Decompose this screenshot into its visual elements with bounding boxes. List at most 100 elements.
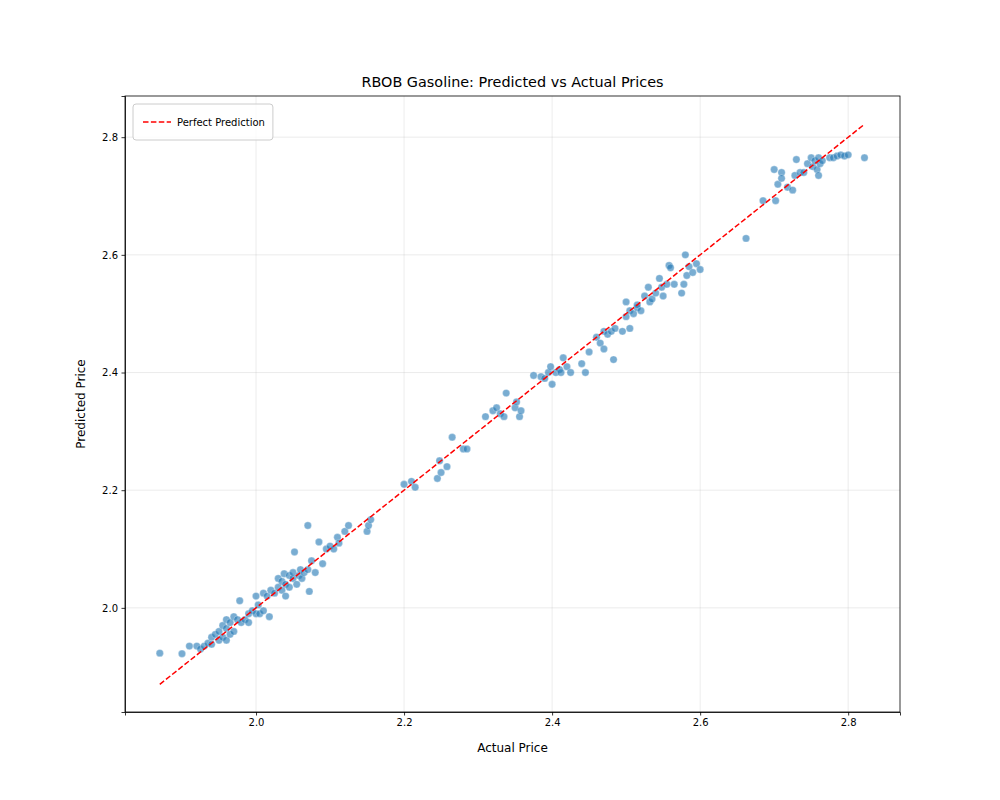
x-axis: 2.0 2.2 2.4 2.6 2.8 — [126, 712, 901, 728]
tick: 2.2 — [102, 485, 125, 496]
point — [560, 354, 567, 361]
tick-mark — [122, 373, 126, 374]
point — [680, 281, 687, 288]
tick-mark — [552, 712, 553, 716]
point — [689, 269, 696, 276]
tick-mark — [122, 255, 126, 256]
tick: 2.2 — [397, 712, 413, 728]
grid-line — [125, 607, 900, 608]
point — [645, 284, 652, 291]
point — [637, 307, 644, 314]
tick-label: 2.8 — [841, 717, 857, 728]
tick: 2.0 — [249, 712, 265, 728]
point — [282, 592, 289, 599]
tick-mark — [848, 712, 849, 716]
grid-line — [552, 96, 553, 712]
point — [345, 522, 352, 529]
point — [503, 389, 510, 396]
point — [759, 197, 766, 204]
axis-line — [122, 97, 126, 713]
tick-label: 2.2 — [102, 485, 118, 496]
point — [656, 275, 663, 282]
point — [772, 197, 779, 204]
point — [667, 264, 674, 271]
tick: 2.6 — [693, 712, 709, 728]
point — [742, 235, 749, 242]
legend: Perfect Prediction — [133, 104, 273, 140]
point — [230, 628, 237, 635]
point — [619, 328, 626, 335]
grid-line — [700, 96, 701, 712]
tick-mark — [122, 490, 126, 491]
point — [600, 345, 607, 352]
point — [671, 281, 678, 288]
point — [156, 649, 163, 656]
tick-label: 2.4 — [545, 717, 561, 728]
tick: 2.4 — [102, 367, 125, 378]
tick-label: 2.0 — [249, 717, 265, 728]
tick-mark — [122, 608, 126, 609]
point — [411, 484, 418, 491]
tick: 2.8 — [841, 712, 857, 728]
point — [678, 289, 685, 296]
point — [611, 325, 618, 332]
point — [315, 538, 322, 545]
point — [548, 381, 555, 388]
point — [844, 151, 851, 158]
point — [286, 584, 293, 591]
tick-mark — [256, 712, 257, 716]
scatter-series — [156, 151, 868, 657]
point — [778, 175, 785, 182]
point — [400, 481, 407, 488]
line — [160, 124, 865, 684]
point — [482, 413, 489, 420]
axis-line — [126, 713, 901, 716]
point — [448, 434, 455, 441]
point — [789, 186, 796, 193]
point — [530, 372, 537, 379]
grid-line — [848, 96, 849, 712]
point — [178, 650, 185, 657]
point — [443, 463, 450, 470]
point — [293, 581, 300, 588]
grid-line — [404, 96, 405, 712]
legend-swatch — [143, 121, 171, 123]
point — [463, 445, 470, 452]
tick-label: 2.2 — [397, 717, 413, 728]
tick-label: 2.6 — [102, 250, 118, 261]
point — [770, 166, 777, 173]
point — [291, 548, 298, 555]
point — [306, 588, 313, 595]
y-axis: 2.0 2.2 2.4 2.6 2.8 — [102, 97, 125, 713]
point — [500, 413, 507, 420]
point — [696, 266, 703, 273]
legend-label: Perfect Prediction — [177, 117, 265, 128]
point — [626, 325, 633, 332]
point — [304, 522, 311, 529]
point — [659, 292, 666, 299]
point — [517, 407, 524, 414]
point — [557, 369, 564, 376]
point — [319, 560, 326, 567]
tick: 2.4 — [545, 712, 561, 728]
grid-line — [125, 490, 900, 491]
point — [622, 298, 629, 305]
point — [567, 369, 574, 376]
grid-line — [256, 96, 257, 712]
tick: 2.8 — [102, 132, 125, 143]
tick: 2.0 — [102, 603, 125, 614]
tick-label: 2.6 — [693, 717, 709, 728]
point — [312, 569, 319, 576]
tick-mark — [404, 712, 405, 716]
point — [186, 642, 193, 649]
tick: 2.6 — [102, 250, 125, 261]
point — [610, 356, 617, 363]
plot-area — [156, 124, 868, 684]
y-axis-title: Predicted Price — [74, 359, 88, 448]
point — [861, 154, 868, 161]
tick-mark — [700, 712, 701, 716]
grid-line — [125, 372, 900, 373]
point — [682, 251, 689, 258]
legend-box — [133, 104, 273, 140]
point — [578, 360, 585, 367]
